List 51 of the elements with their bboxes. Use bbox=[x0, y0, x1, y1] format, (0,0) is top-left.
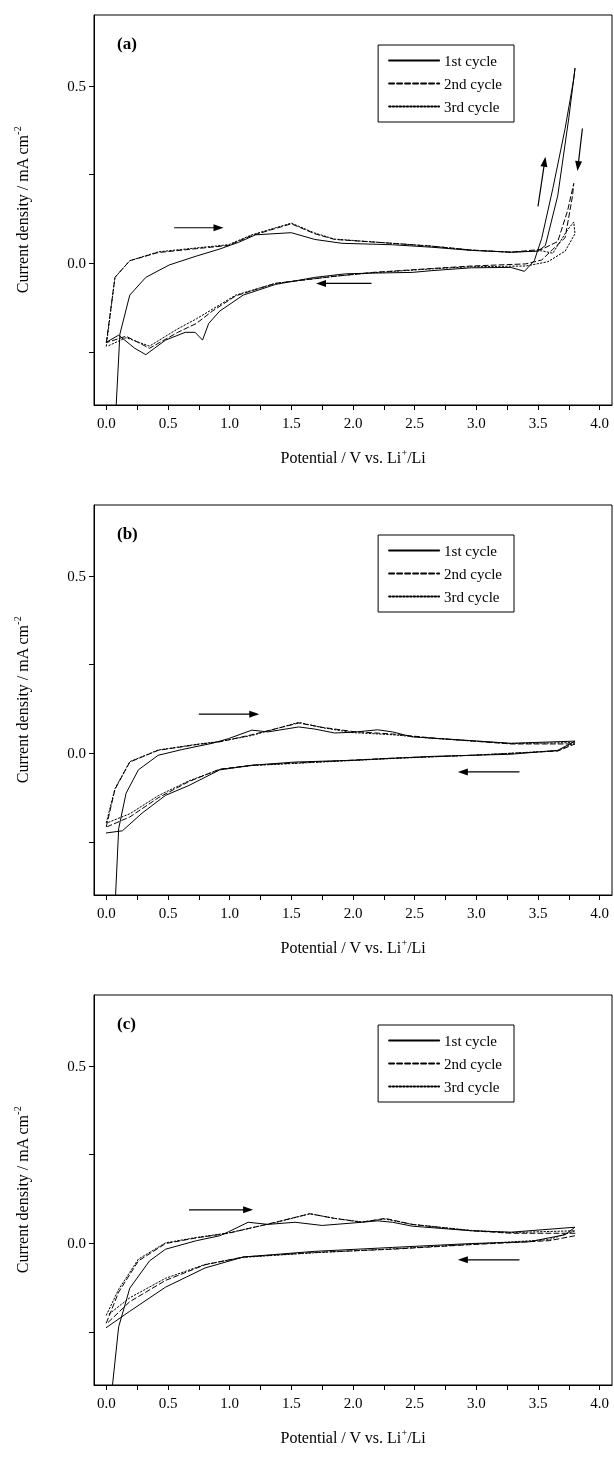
x-tick-label: 1.5 bbox=[281, 904, 301, 921]
x-tick-label: 4.0 bbox=[590, 904, 610, 921]
x-tick-label: 3.0 bbox=[466, 1394, 486, 1411]
x-tick-label: 0.0 bbox=[96, 414, 116, 431]
x-tick-label: 1.0 bbox=[220, 1394, 240, 1411]
legend-label: 3rd cycle bbox=[444, 588, 500, 605]
x-tick-label: 0.0 bbox=[96, 1394, 116, 1411]
x-tick-label: 1.5 bbox=[281, 1394, 301, 1411]
text: (a) bbox=[117, 34, 137, 53]
x-tick-label: 2.0 bbox=[343, 904, 363, 921]
legend-label: 1st cycle bbox=[444, 542, 498, 559]
x-axis-title: Potential / V vs. Li+/Li bbox=[280, 1426, 427, 1446]
x-tick-label: 0.5 bbox=[158, 1394, 178, 1411]
legend-label: 2nd cycle bbox=[444, 565, 503, 582]
y-tick-label: 0.0 bbox=[67, 1235, 86, 1252]
legend-label: 2nd cycle bbox=[444, 75, 503, 92]
x-tick-label: 2.0 bbox=[343, 414, 363, 431]
y-tick-label: 0.5 bbox=[67, 1057, 86, 1074]
x-tick-label: 4.0 bbox=[590, 1394, 610, 1411]
y-tick-label: 0.0 bbox=[67, 745, 86, 762]
x-tick-label: 3.0 bbox=[466, 904, 486, 921]
x-axis-title: Potential / V vs. Li+/Li bbox=[280, 936, 427, 956]
text: (b) bbox=[117, 524, 138, 543]
x-tick-label: 0.5 bbox=[158, 904, 178, 921]
x-tick-label: 0.5 bbox=[158, 414, 178, 431]
y-axis-title: Current density / mA cm-2 bbox=[11, 1106, 32, 1274]
legend-label: 3rd cycle bbox=[444, 1078, 500, 1095]
y-tick-label: 0.0 bbox=[67, 255, 86, 272]
x-tick-label: 2.0 bbox=[343, 1394, 363, 1411]
x-axis-title: Potential / V vs. Li+/Li bbox=[280, 446, 427, 466]
text: (c) bbox=[117, 1014, 136, 1033]
legend-label: 3rd cycle bbox=[444, 98, 500, 115]
x-tick-label: 3.0 bbox=[466, 414, 486, 431]
x-tick-label: 1.0 bbox=[220, 904, 240, 921]
x-tick-label: 0.0 bbox=[96, 904, 116, 921]
x-tick-label: 1.0 bbox=[220, 414, 240, 431]
legend-label: 2nd cycle bbox=[444, 1055, 503, 1072]
legend-label: 1st cycle bbox=[444, 1032, 498, 1049]
legend-label: 1st cycle bbox=[444, 52, 498, 69]
y-axis-title: Current density / mA cm-2 bbox=[11, 616, 32, 784]
y-axis-title: Current density / mA cm-2 bbox=[11, 126, 32, 294]
x-tick-label: 4.0 bbox=[590, 414, 610, 431]
x-tick-label: 3.5 bbox=[528, 1394, 548, 1411]
x-tick-label: 1.5 bbox=[281, 414, 301, 431]
x-tick-label: 2.5 bbox=[405, 904, 425, 921]
x-tick-label: 2.5 bbox=[405, 1394, 425, 1411]
x-tick-label: 3.5 bbox=[528, 904, 548, 921]
x-tick-label: 2.5 bbox=[405, 414, 425, 431]
x-tick-label: 3.5 bbox=[528, 414, 548, 431]
y-tick-label: 0.5 bbox=[67, 77, 86, 94]
y-tick-label: 0.5 bbox=[67, 567, 86, 584]
